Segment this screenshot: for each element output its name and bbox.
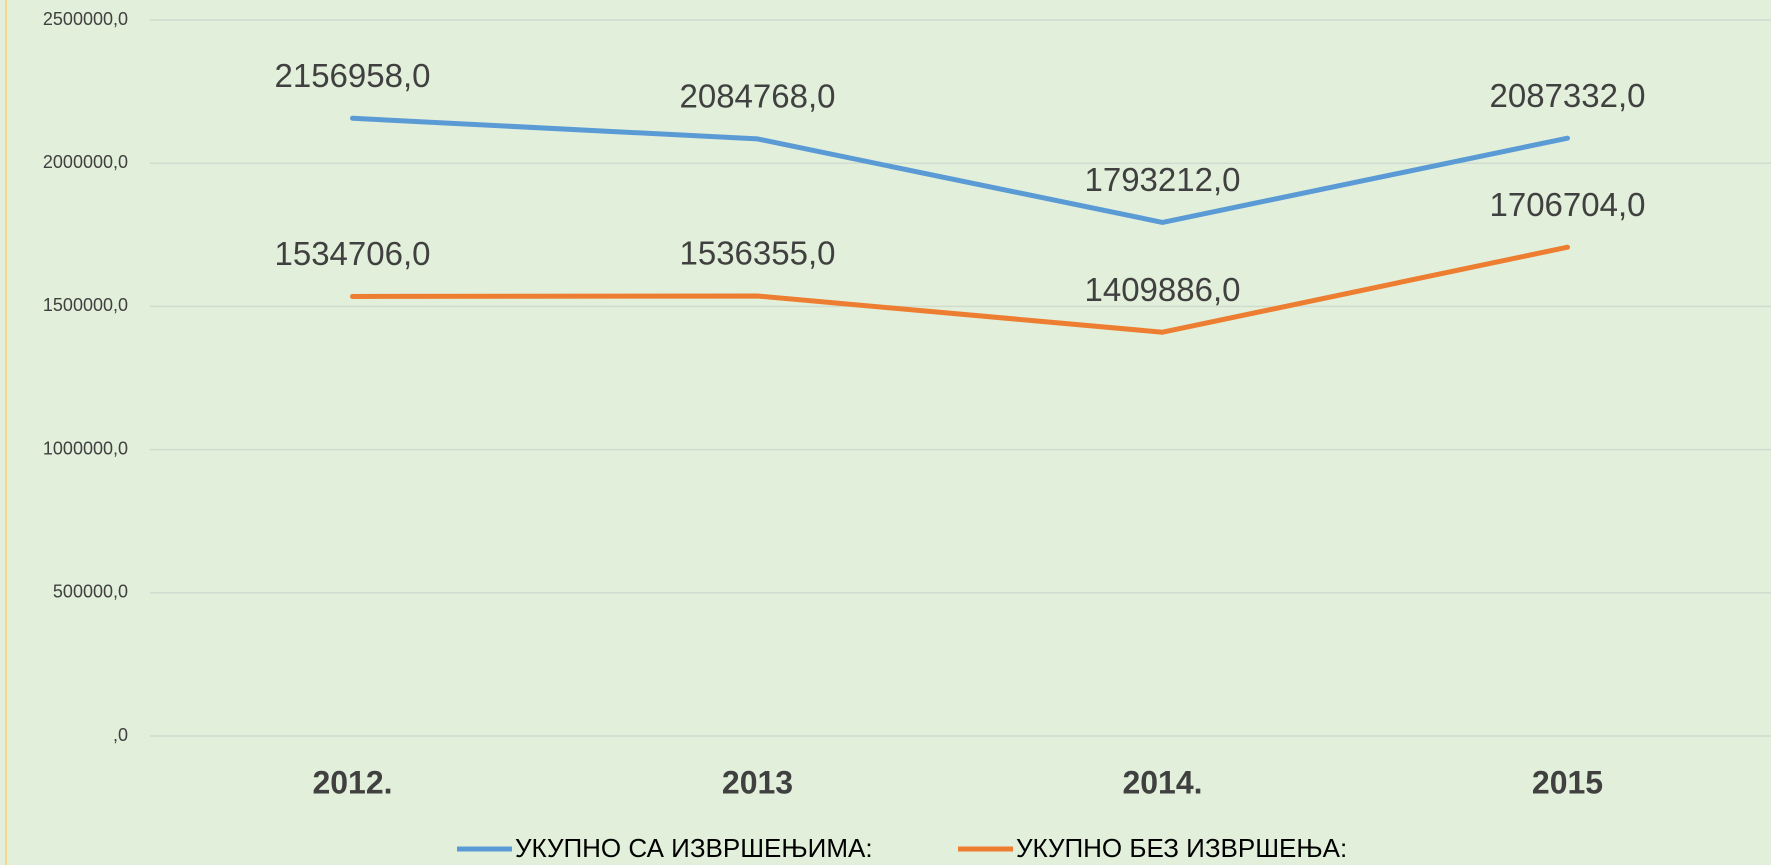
- y-tick-label: 1000000,0: [43, 438, 128, 458]
- legend-label: УКУПНО БЕЗ ИЗВРШЕЊА:: [1016, 833, 1347, 863]
- series-line: [350, 115, 1570, 225]
- data-label: 1534706,0: [275, 235, 431, 272]
- data-label: 2087332,0: [1490, 77, 1646, 114]
- data-label: 1536355,0: [680, 235, 836, 272]
- series-line: [350, 244, 1570, 335]
- y-tick-label: 1500000,0: [43, 295, 128, 315]
- y-tick-label: 500000,0: [53, 582, 128, 602]
- data-label: 1409886,0: [1085, 271, 1241, 308]
- x-tick-label: 2015: [1532, 764, 1603, 800]
- x-tick-label: 2013: [722, 764, 793, 800]
- y-tick-label: ,0: [113, 725, 128, 745]
- y-tick-label: 2000000,0: [43, 152, 128, 172]
- data-label: 2156958,0: [275, 57, 431, 94]
- legend-label: УКУПНО СА ИЗВРШЕЊИМА:: [515, 833, 873, 863]
- y-tick-label: 2500000,0: [43, 9, 128, 29]
- x-tick-label: 2014.: [1122, 764, 1202, 800]
- data-label: 2084768,0: [680, 78, 836, 115]
- x-tick-label: 2012.: [312, 764, 392, 800]
- data-label: 1706704,0: [1490, 186, 1646, 223]
- data-label: 1793212,0: [1085, 161, 1241, 198]
